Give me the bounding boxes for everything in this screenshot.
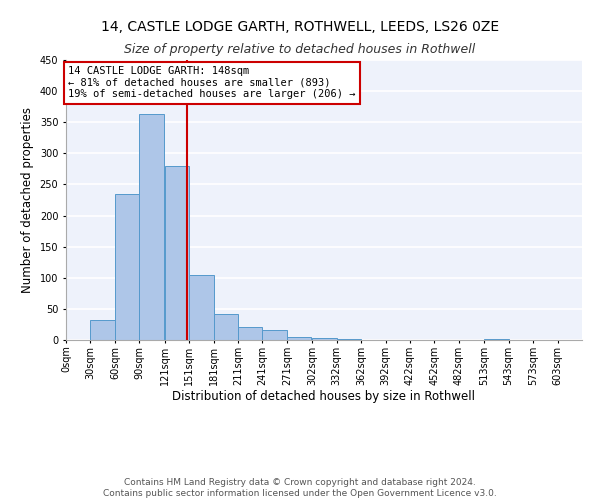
Bar — [115, 194, 139, 340]
Bar — [164, 166, 189, 340]
Bar — [287, 337, 311, 340]
Bar — [312, 338, 337, 340]
Bar — [189, 274, 214, 340]
X-axis label: Distribution of detached houses by size in Rothwell: Distribution of detached houses by size … — [173, 390, 476, 404]
Bar — [214, 314, 238, 340]
Text: 14 CASTLE LODGE GARTH: 148sqm
← 81% of detached houses are smaller (893)
19% of : 14 CASTLE LODGE GARTH: 148sqm ← 81% of d… — [68, 66, 356, 100]
Bar — [139, 114, 164, 340]
Bar — [238, 327, 262, 340]
Text: Contains HM Land Registry data © Crown copyright and database right 2024.
Contai: Contains HM Land Registry data © Crown c… — [103, 478, 497, 498]
Y-axis label: Number of detached properties: Number of detached properties — [21, 107, 34, 293]
Bar — [91, 320, 115, 340]
Text: Size of property relative to detached houses in Rothwell: Size of property relative to detached ho… — [124, 42, 476, 56]
Text: 14, CASTLE LODGE GARTH, ROTHWELL, LEEDS, LS26 0ZE: 14, CASTLE LODGE GARTH, ROTHWELL, LEEDS,… — [101, 20, 499, 34]
Bar — [262, 330, 287, 340]
